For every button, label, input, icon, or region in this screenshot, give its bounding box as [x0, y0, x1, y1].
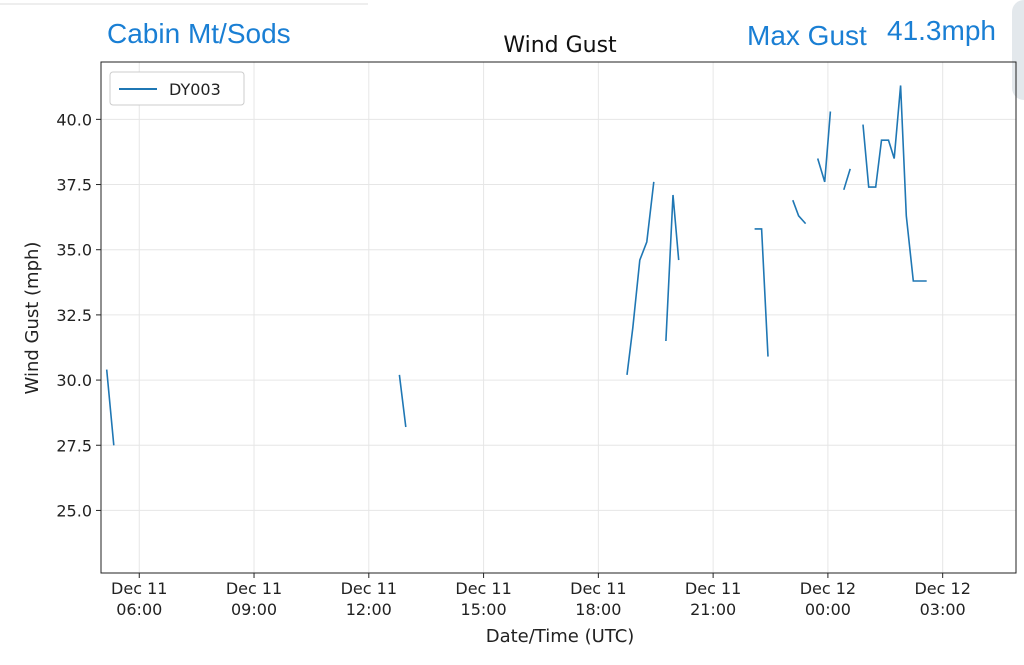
y-tick-label: 37.5	[56, 176, 92, 195]
x-tick-label: Dec 11 18:00	[570, 579, 627, 619]
y-tick-label: 35.0	[56, 241, 92, 260]
max-gust-value: 41.3mph	[887, 15, 996, 46]
y-tick-label: 40.0	[56, 110, 92, 129]
x-tick-label: Dec 11 12:00	[340, 579, 397, 619]
station-name: Cabin Mt/Sods	[107, 18, 291, 49]
legend-label: DY003	[169, 80, 221, 99]
x-tick-label: Dec 12 03:00	[914, 579, 971, 619]
y-tick-label: 25.0	[56, 501, 92, 520]
x-axis-label: Date/Time (UTC)	[486, 626, 635, 647]
legend-box	[109, 71, 245, 106]
x-tick-label: Dec 11 21:00	[684, 579, 742, 619]
x-tick-label: Dec 11 15:00	[455, 579, 512, 619]
scroll-handle	[1012, 0, 1024, 100]
y-tick-label: 32.5	[56, 306, 92, 325]
x-tick-label: Dec 11 09:00	[225, 579, 283, 619]
y-tick-label: 27.5	[56, 436, 92, 455]
chart-title: Wind Gust	[503, 33, 617, 58]
max-gust-label: Max Gust	[747, 20, 867, 51]
y-axis-label: Wind Gust (mph)	[22, 242, 43, 395]
plot-frame	[100, 61, 1017, 574]
x-tick-label: Dec 12 00:00	[799, 579, 857, 619]
data-line	[105, 85, 927, 446]
y-tick-label: 30.0	[56, 371, 92, 390]
x-tick-label: Dec 11 06:00	[111, 579, 168, 619]
